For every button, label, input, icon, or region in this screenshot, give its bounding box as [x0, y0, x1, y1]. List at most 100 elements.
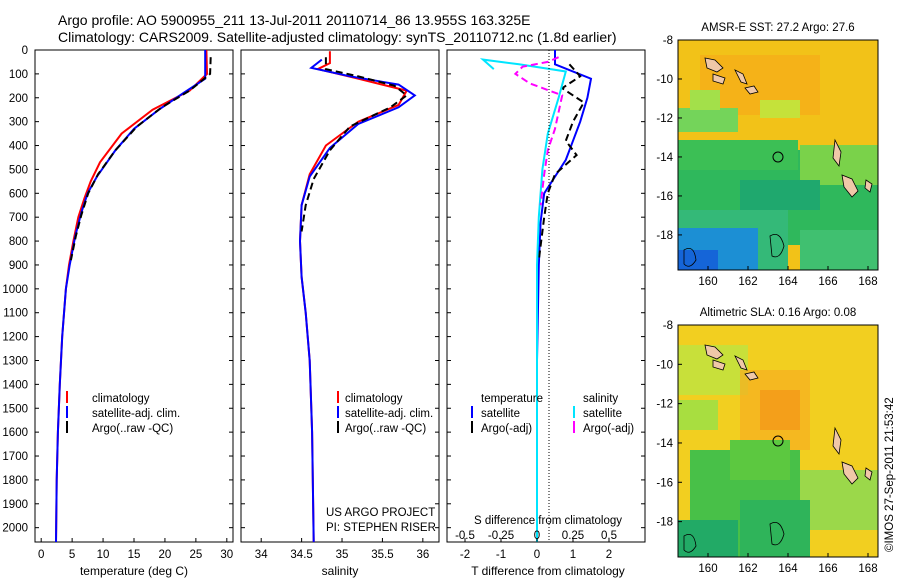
map-y-tick-label: -8	[663, 35, 673, 47]
map-x-tick-label: 160	[698, 563, 717, 575]
depth-tick-label: 300	[9, 117, 28, 129]
project-line-2: PI: STEPHEN RISER	[326, 522, 436, 534]
difference-x-axis: -2 -1 0 1 2 -0.5 -0.25 0 0.25 0.5	[455, 530, 617, 561]
credit: ©IMOS 27-Sep-2011 21:53:42	[884, 397, 896, 552]
map-y-tick-label: -12	[656, 399, 673, 411]
depth-tick-label: 2000	[2, 523, 28, 535]
depth-tick-label: 400	[9, 141, 28, 153]
legend-satellite: satellite-adj. clim.	[345, 408, 433, 420]
difference-legend: temperature satellite Argo(-adj) salinit…	[471, 393, 634, 435]
x-tick-label: 34	[255, 549, 268, 561]
legend-climatology: climatology	[345, 393, 403, 405]
salinity-panel	[240, 49, 440, 543]
depth-tick-label: 1300	[2, 355, 28, 367]
x2-tick-label: 0.25	[562, 530, 584, 542]
map-x-tick-label: 164	[778, 276, 798, 288]
legend-satellite: satellite-adj. clim.	[92, 408, 180, 420]
x-tick-label: 2	[606, 549, 612, 561]
temperature-panel	[34, 49, 234, 543]
series-line-argo-raw-qc-	[300, 57, 409, 232]
x2-tick-label: -0.25	[488, 530, 514, 542]
legend-sal-satellite: satellite	[583, 408, 622, 420]
map-x-tick-label: 166	[818, 563, 837, 575]
legend-temp-satellite: satellite	[481, 408, 520, 420]
difference-xlabel: T difference from climatology	[471, 564, 625, 578]
temperature-xlabel: temperature (deg C)	[80, 564, 188, 578]
salinity-legend: climatology satellite-adj. clim. Argo(..…	[337, 391, 433, 435]
legend-sal-heading: salinity	[583, 393, 618, 405]
map-y-tick-label: -12	[656, 113, 673, 125]
legend-argo: Argo(..raw -QC)	[92, 423, 173, 435]
title-line-1: Argo profile: AO 5900955_211 13-Jul-2011…	[58, 12, 531, 28]
depth-tick-label: 500	[9, 164, 28, 176]
series-line-s-satellite	[479, 58, 568, 542]
map-y-tick-label: -16	[656, 477, 673, 489]
salinity-series	[298, 51, 417, 542]
series-line-t-satellite	[536, 50, 593, 542]
map-y-tick-label: -10	[656, 74, 673, 86]
legend-argo: Argo(..raw -QC)	[345, 423, 426, 435]
x-tick-label: 25	[189, 549, 202, 561]
depth-tick-label: 900	[9, 260, 28, 272]
legend-temp-argo: Argo(-adj)	[481, 423, 532, 435]
x-tick-label: 0	[38, 549, 44, 561]
x-tick-label: 35	[336, 549, 349, 561]
salinity-xlabel: salinity	[322, 564, 359, 578]
sst-argo-marker	[772, 151, 784, 163]
legend-temp-heading: temperature	[481, 393, 543, 405]
difference-series	[479, 50, 593, 542]
depth-tick-label: 1900	[2, 499, 28, 511]
x2-tick-label: 0.5	[601, 530, 617, 542]
map-x-tick-label: 168	[858, 563, 877, 575]
x-tick-label: 35.5	[371, 549, 393, 561]
x-tick-label: 0	[534, 549, 540, 561]
map-y-tick-label: -18	[656, 230, 673, 242]
x-tick-label: 36	[416, 549, 429, 561]
sst-map	[678, 40, 878, 270]
x2-tick-label: 0	[534, 530, 540, 542]
temperature-x-axis: 0 5 10 15 20 25 30	[38, 538, 233, 561]
map-x-tick-label: 162	[738, 563, 757, 575]
series-line-argo-raw-qc-	[69, 57, 212, 261]
map-x-tick-label: 164	[778, 563, 798, 575]
depth-tick-label: 700	[9, 212, 28, 224]
sla-map-title: Altimetric SLA: 0.16 Argo: 0.08	[700, 307, 857, 319]
depth-tick-label: 1800	[2, 475, 28, 487]
sla-argo-marker	[772, 435, 784, 447]
depth-tick-label: 1000	[2, 284, 28, 296]
depth-axis: 0 100 200 300 400 500 600 700 800 900 1000 1100 1200…	[2, 45, 645, 535]
legend-sal-argo: Argo(-adj)	[583, 423, 634, 435]
sst-map-axes: 160 162 164 166 168 -8 -10 -12 -14 -16 -18	[656, 35, 877, 288]
map-y-tick-label: -8	[663, 320, 673, 332]
map-y-tick-label: -10	[656, 359, 673, 371]
depth-tick-label: 800	[9, 236, 28, 248]
title-line-2: Climatology: CARS2009. Satellite-adjuste…	[58, 29, 617, 45]
depth-tick-label: 600	[9, 188, 28, 200]
x2-tick-label: -0.5	[455, 530, 475, 542]
temperature-series	[55, 50, 212, 542]
project-line-1: US ARGO PROJECT	[326, 507, 435, 519]
difference-panel	[446, 49, 646, 543]
series-line-t-argo-adj-	[537, 63, 586, 261]
temperature-legend: climatology satellite-adj. clim. Argo(..…	[66, 391, 180, 435]
series-line-s-argo-adj-	[513, 56, 564, 206]
map-y-tick-label: -14	[656, 152, 673, 164]
difference-x2label: S difference from climatology	[474, 515, 622, 527]
map-x-tick-label: 166	[818, 276, 837, 288]
sla-map-axes: 160 162 164 166 168 -8 -10 -12 -14 -16 -18	[656, 320, 877, 575]
x-tick-label: 15	[128, 549, 141, 561]
x-tick-label: 10	[97, 549, 110, 561]
x-tick-label: -1	[496, 549, 506, 561]
sla-map	[678, 325, 878, 557]
depth-tick-label: 200	[9, 93, 28, 105]
x-tick-label: 30	[220, 549, 233, 561]
depth-tick-label: 0	[22, 45, 28, 57]
x-tick-label: 34.5	[290, 549, 312, 561]
map-x-tick-label: 168	[858, 276, 877, 288]
x-tick-label: 1	[570, 549, 576, 561]
legend-climatology: climatology	[92, 393, 150, 405]
map-y-tick-label: -16	[656, 191, 673, 203]
map-y-tick-label: -14	[656, 438, 673, 450]
depth-tick-label: 1700	[2, 451, 28, 463]
